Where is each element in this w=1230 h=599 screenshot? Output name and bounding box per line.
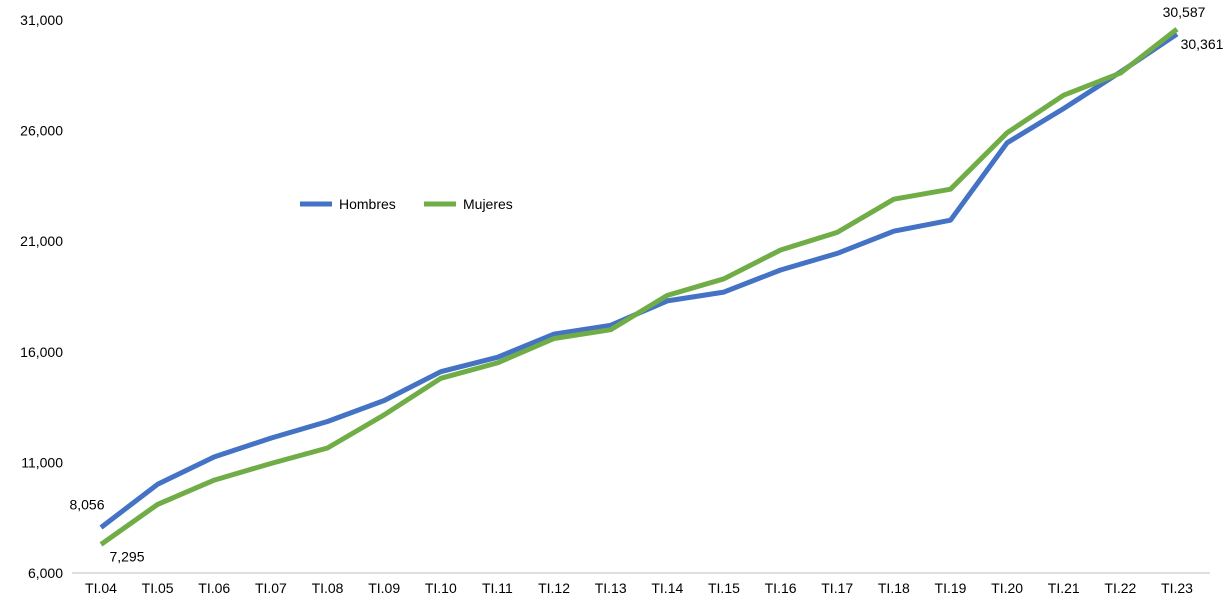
x-tick-label: TI.14 [651,580,683,596]
series-line-mujeres [99,27,1179,547]
y-tick-label: 31,000 [20,12,63,28]
legend-label-hombres: Hombres [339,196,396,212]
x-tick-label: TI.21 [1048,580,1080,596]
y-tick-label: 26,000 [20,123,63,139]
x-tick-label: TI.23 [1161,580,1193,596]
legend-label-mujeres: Mujeres [463,196,513,212]
y-tick-label: 16,000 [20,344,63,360]
x-tick-label: TI.16 [765,580,797,596]
x-tick-label: TI.09 [368,580,400,596]
x-tick-label: TI.04 [85,580,117,596]
x-tick-label: TI.05 [142,580,174,596]
y-tick-label: 6,000 [28,565,63,581]
x-tick-label: TI.20 [991,580,1023,596]
x-tick-label: TI.13 [595,580,627,596]
legend: Hombres Mujeres [300,196,513,212]
y-tick-label: 11,000 [21,454,63,470]
x-tick-label: TI.11 [482,580,513,596]
x-tick-label: TI.12 [538,580,570,596]
x-tick-label: TI.07 [255,580,287,596]
x-tick-label: TI.06 [198,580,230,596]
x-tick-label: TI.08 [312,580,344,596]
x-tick-label: TI.15 [708,580,740,596]
data-label: 7,295 [109,548,144,564]
x-tick-label: TI.22 [1104,580,1136,596]
x-tick-label: TI.18 [878,580,910,596]
series-line-hombres [99,32,1179,530]
x-tick-label: TI.19 [935,580,967,596]
chart-axes: 31,000 26,000 21,000 16,000 11,000 6,000 TI.04… [20,12,1210,596]
data-label: 8,056 [69,497,104,513]
x-tick-label: TI.10 [425,580,457,596]
data-label: 30,361 [1181,36,1224,52]
series-layer [99,27,1179,547]
y-tick-label: 21,000 [20,233,63,249]
data-label: 30,587 [1163,4,1206,20]
x-tick-label: TI.17 [821,580,853,596]
data-labels: 8,056 7,295 30,587 30,361 [69,4,1223,564]
